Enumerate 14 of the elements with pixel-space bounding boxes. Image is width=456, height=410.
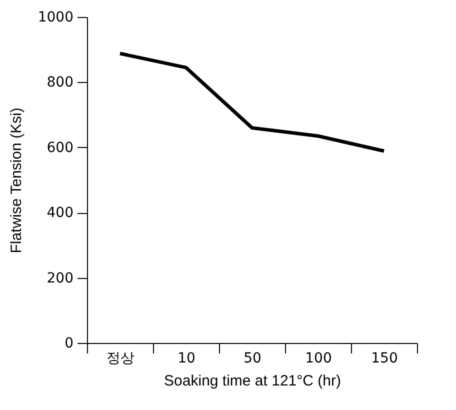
y-tick-label: 200 (46, 270, 74, 286)
y-tick-label: 600 (46, 140, 74, 156)
y-tick-label: 800 (46, 74, 74, 91)
y-axis-title: Flatwise Tension (Ksi) (8, 108, 25, 254)
y-tick-label: 1000 (38, 10, 74, 26)
y-tick-label: 400 (46, 205, 74, 222)
x-tick-label: 10 (178, 350, 196, 366)
x-axis-title: Soaking time at 121°C (hr) (164, 372, 341, 390)
y-tick-label: 0 (64, 336, 74, 352)
line-series (118, 52, 386, 153)
x-tick-label: 100 (305, 350, 332, 366)
x-tick-label: 50 (244, 350, 262, 366)
x-tick-label: 정상 (106, 350, 134, 366)
x-tick-label: 150 (371, 350, 398, 366)
